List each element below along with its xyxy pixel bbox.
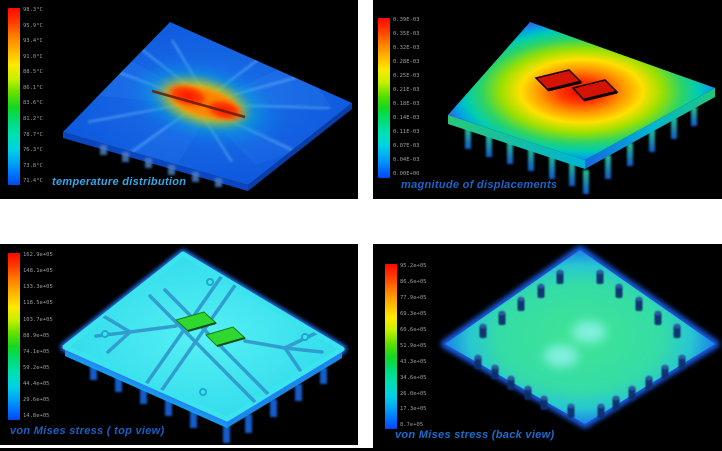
hotspot <box>122 56 288 150</box>
dies <box>175 311 246 347</box>
colorbar-tick: 71.4°C <box>23 178 43 185</box>
stress-top-plate-render <box>60 249 347 443</box>
plate-pins <box>90 364 327 443</box>
colorbar-tick: 95.2e+05 <box>400 263 427 269</box>
colorbar-tick: 76.3°C <box>23 147 43 154</box>
plate-pins <box>100 145 222 187</box>
figure-bottom-border <box>0 448 722 451</box>
displacement-colorbar: 0.39E-03 0.35E-03 0.32E-03 0.28E-03 0.25E-03… <box>378 17 420 178</box>
colorbar-tick: 0.21E-03 <box>393 87 420 94</box>
colorbar-tick: 77.9e+05 <box>400 294 427 301</box>
colorbar-tick: 69.3e+05 <box>400 310 427 317</box>
colorbar-tick: 8.7e+05 <box>400 422 424 429</box>
colorbar-tick: 86.1°C <box>23 84 43 91</box>
plate-side-faces <box>448 88 715 169</box>
colorbar-gradient <box>8 253 20 420</box>
colorbar-tick: 83.6°C <box>23 100 43 107</box>
panel-caption-temperature: temperature distribution <box>52 176 187 188</box>
panel-displacement: 0.39E-03 0.35E-03 0.32E-03 0.28E-03 0.25E-03… <box>373 0 722 199</box>
colorbar-tick: 43.3e+05 <box>400 358 427 365</box>
colorbar-gradient <box>8 8 20 185</box>
colorbar-tick: 0.11E-03 <box>393 129 420 136</box>
colorbar-tick: 74.1e+05 <box>23 348 50 355</box>
panel-caption-stress-top: von Mises stress ( top view) <box>10 425 165 437</box>
temperature-colorbar: 98.3°C 95.9°C 93.4°C 91.0°C 88.5°C 86.1°C 83.6… <box>8 7 43 185</box>
colorbar-gradient <box>378 18 390 178</box>
panel-stress-top: 162.9e+05 148.1e+05 133.3e+05 118.5e+05 103.… <box>0 244 358 445</box>
colorbar-tick: 29.6e+05 <box>23 397 50 404</box>
colorbar-tick: 0.35E-03 <box>393 31 420 38</box>
colorbar-tick: 103.7e+05 <box>23 316 53 323</box>
colorbar-tick: 0.25E-03 <box>393 73 420 80</box>
stress-back-colorbar: 95.2e+05 86.6e+05 77.9e+05 69.3e+05 60.6e+05… <box>385 263 427 429</box>
panel-stress-back: 95.2e+05 86.6e+05 77.9e+05 69.3e+05 60.6e+05… <box>373 244 722 448</box>
colorbar-tick: 81.2°C <box>23 116 43 123</box>
displacement-plate-render <box>448 22 715 194</box>
colorbar-tick: 91.0°C <box>23 53 43 60</box>
colorbar-gradient <box>385 264 397 429</box>
plate-pins <box>465 107 697 194</box>
colorbar-tick: 0.32E-03 <box>393 45 420 52</box>
colorbar-tick: 78.7°C <box>23 131 43 138</box>
colorbar-tick-labels: 0.39E-03 0.35E-03 0.32E-03 0.28E-03 0.25E-03… <box>393 17 420 178</box>
die-shadow-spots <box>544 321 606 367</box>
stress-top-colorbar: 162.9e+05 148.1e+05 133.3e+05 118.5e+05 103.… <box>8 252 53 420</box>
colorbar-tick: 59.2e+05 <box>23 364 50 371</box>
panel-caption-displacement: magnitude of displacements <box>401 179 558 191</box>
colorbar-tick: 26.0e+05 <box>400 390 427 397</box>
stress-back-plate-render <box>441 246 719 428</box>
colorbar-tick: 133.3e+05 <box>23 284 53 291</box>
colorbar-tick: 88.5°C <box>23 69 43 76</box>
colorbar-tick: 0.00E+00 <box>393 171 420 178</box>
dies <box>534 69 619 102</box>
colorbar-tick: 88.9e+05 <box>23 332 50 339</box>
colorbar-tick-labels: 162.9e+05 148.1e+05 133.3e+05 118.5e+05 103.… <box>23 252 53 420</box>
colorbar-tick: 44.4e+05 <box>23 381 50 388</box>
colorbar-tick: 34.6e+05 <box>400 374 427 381</box>
colorbar-tick: 0.14E-03 <box>393 115 420 122</box>
vias <box>101 278 309 396</box>
plate-side-faces <box>63 103 352 191</box>
colorbar-tick: 51.9e+05 <box>400 342 427 349</box>
temperature-plate-render <box>63 22 352 191</box>
colorbar-tick: 73.8°C <box>23 162 43 169</box>
colorbar-tick: 0.04E-03 <box>393 157 420 164</box>
colorbar-tick: 118.5e+05 <box>23 300 53 307</box>
colorbar-tick: 0.39E-03 <box>393 17 420 23</box>
colorbar-tick-labels: 98.3°C 95.9°C 93.4°C 91.0°C 88.5°C 86.1°C 83.6… <box>23 7 43 185</box>
colorbar-tick: 0.18E-03 <box>393 101 420 108</box>
colorbar-tick: 148.1e+05 <box>23 268 53 275</box>
colorbar-tick: 95.9°C <box>23 22 43 29</box>
colorbar-tick: 0.07E-03 <box>393 143 420 150</box>
pin-ring <box>474 269 686 418</box>
colorbar-tick: 86.6e+05 <box>400 278 427 285</box>
colorbar-tick: 14.8e+05 <box>23 413 50 420</box>
panel-caption-stress-back: von Mises stress (back view) <box>395 429 555 441</box>
colorbar-tick: 98.3°C <box>23 7 43 13</box>
colorbar-tick: 162.9e+05 <box>23 252 53 258</box>
colorbar-tick: 0.28E-03 <box>393 59 420 66</box>
colorbar-tick: 60.6e+05 <box>400 326 427 333</box>
panel-temperature: 98.3°C 95.9°C 93.4°C 91.0°C 88.5°C 86.1°C 83.6… <box>0 0 358 199</box>
colorbar-tick: 17.3e+05 <box>400 406 427 413</box>
colorbar-tick-labels: 95.2e+05 86.6e+05 77.9e+05 69.3e+05 60.6e+05… <box>400 263 427 429</box>
colorbar-tick: 93.4°C <box>23 38 43 45</box>
die-edge-line <box>151 89 246 119</box>
